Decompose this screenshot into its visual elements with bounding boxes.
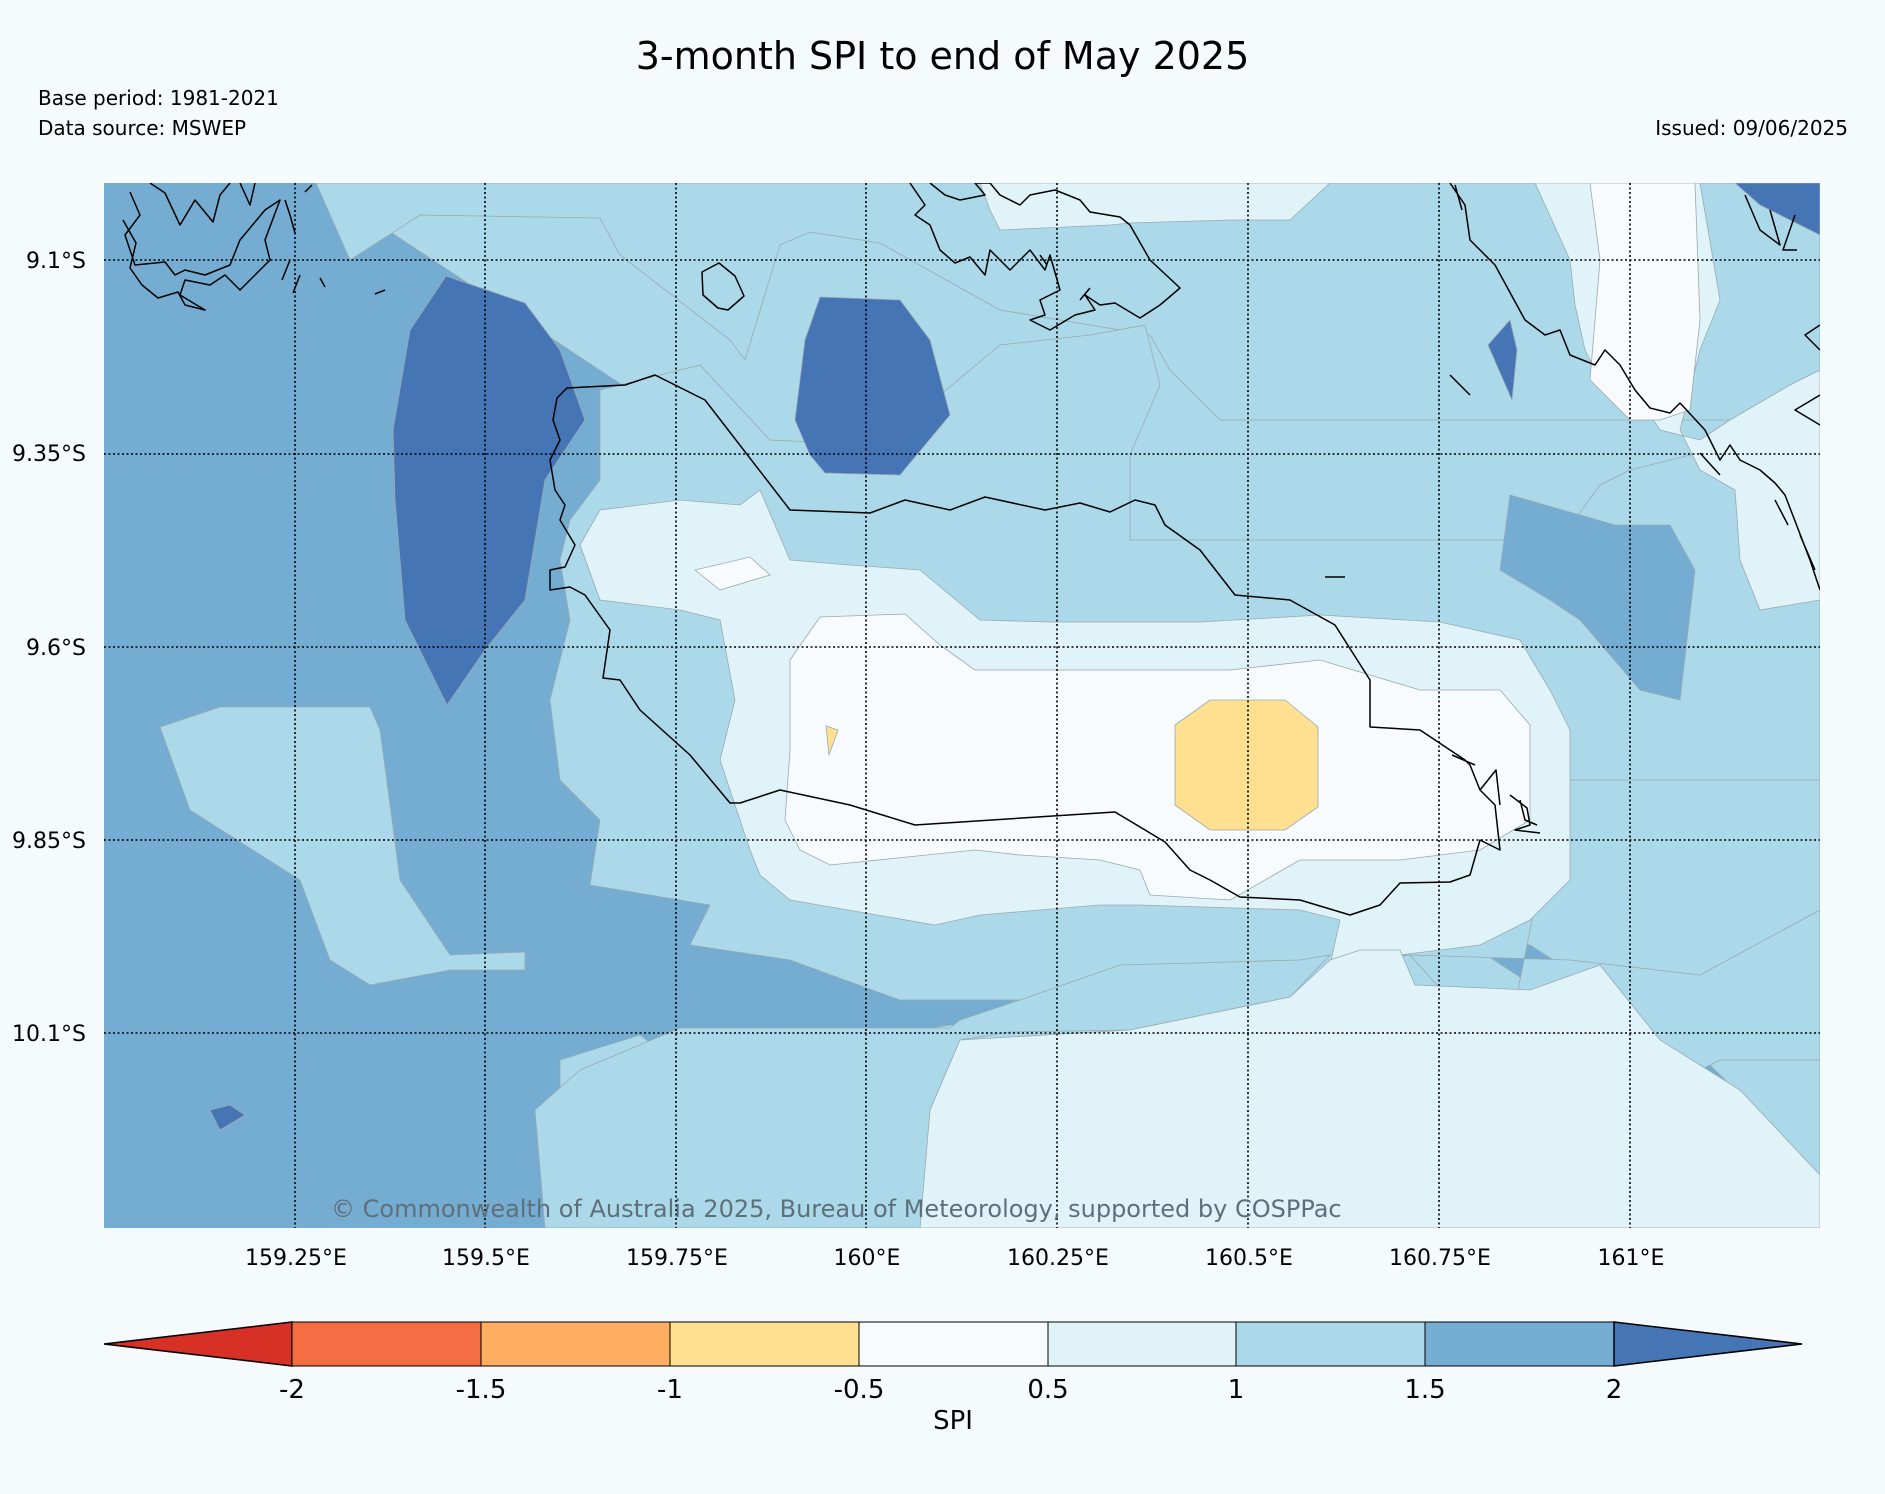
colorbar-bin-below-minus2 [103,1321,293,1367]
coastline [549,374,1501,916]
lon-label-160: 160°E [834,1246,901,1271]
spi-fill-1-1.5 [315,183,1820,421]
colorbar-tick-label: -2 [279,1375,305,1405]
colorbar-bin [291,1321,482,1367]
colorbar-bin-above-2 [1613,1321,1803,1367]
colorbar-bin [480,1321,671,1367]
map-panel: © Commonwealth of Australia 2025, Bureau… [104,183,1820,1228]
colorbar-tick-label: 0.5 [1027,1375,1068,1405]
spi-fill-1.5-2-east [1499,494,1696,701]
lon-label-160.25: 160.25°E [1007,1246,1109,1271]
spi-fill-1-1.5-sw [159,706,526,986]
map-title: 3-month SPI to end of May 2025 [635,34,1250,78]
colorbar-bin [1047,1321,1237,1367]
lat-label-9.85: 9.85°S [12,829,86,854]
lon-label-160.5: 160.5°E [1205,1246,1293,1271]
spi-fill-neutral-center [784,613,1531,901]
spi-fill-above-2-e [1487,319,1518,402]
colorbar-title: SPI [933,1406,973,1436]
lon-label-159.5: 159.5°E [442,1246,530,1271]
lat-label-9.6: 9.6°S [26,636,86,661]
lat-label-10.1: 10.1°S [12,1022,86,1047]
spi-fill-above-2-west [392,275,586,706]
lon-label-161: 161°E [1598,1246,1665,1271]
colorbar-tick-label: 1.5 [1404,1375,1445,1405]
spi-fill-above-2-ne [1734,183,1820,236]
spi-fill-0.5-1-south [919,949,1820,1228]
colorbar-tick-label: 1 [1228,1375,1245,1405]
lat-label-9.35: 9.35°S [12,442,86,467]
coastline-east-fragments [1325,184,1541,834]
spi-fill-neutral-north [1589,183,1701,421]
colorbar-bin [858,1321,1049,1367]
longitude-labels: 159.25°E 159.5°E 159.75°E 160°E 160.25°E… [245,1246,1664,1271]
issued-date-text: Issued: 09/06/2025 [1655,116,1848,140]
latitude-labels: 9.1°S 9.35°S 9.6°S 9.85°S 10.1°S [12,249,86,1047]
lon-label-160.75: 160.75°E [1389,1246,1491,1271]
coastline-island-1 [701,262,745,311]
colorbar-bin [1235,1321,1426,1367]
data-source-text: Data source: MSWEP [38,116,247,140]
base-period-text: Base period: 1981-2021 [38,86,279,110]
colorbar-bin [669,1321,860,1367]
lat-label-9.1: 9.1°S [26,249,86,274]
coastline-ne [1449,183,1820,591]
colorbar-bin [1424,1321,1615,1367]
copyright-notice: © Commonwealth of Australia 2025, Bureau… [331,1195,1342,1223]
colorbar: -2 -1.5 -1 -0.5 0.5 1 1.5 2 SPI [103,1321,1803,1436]
colorbar-tick-label: -0.5 [834,1375,885,1405]
colorbar-tick-label: -1 [657,1375,683,1405]
spi-fill-above-2-sw [209,1104,246,1131]
graticule [104,183,1820,1228]
spi-fill-minus1-minus0.5 [1174,699,1319,831]
coastline-nw [122,183,386,311]
colorbar-tick-label: 2 [1606,1375,1623,1405]
spi-fill-minus1-minus0.5-small [825,725,839,756]
colorbar-tick-label: -1.5 [456,1375,507,1405]
lon-label-159.25: 159.25°E [245,1246,347,1271]
lon-label-159.75: 159.75°E [626,1246,728,1271]
spi-fill-neutral [694,556,771,591]
spi-fill-above-2-north [794,296,951,476]
coastline-north [909,183,1181,331]
